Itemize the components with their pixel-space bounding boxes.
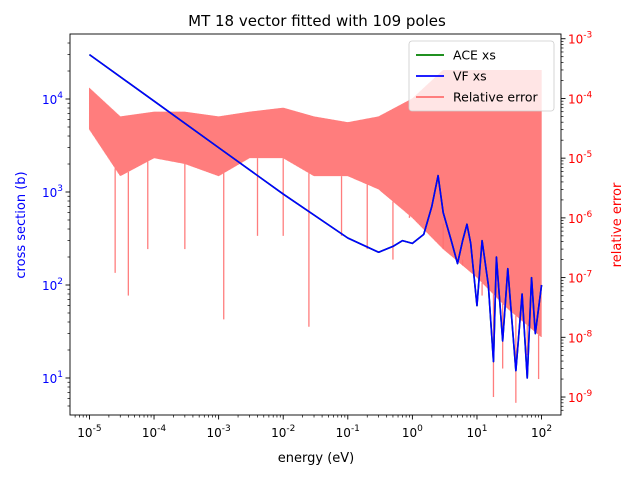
y-tick-label: 102: [42, 277, 63, 293]
y2-tick-label: 10-8: [568, 329, 593, 345]
plot-series-group: [88, 53, 543, 403]
y2-tick-label: 10-5: [568, 150, 592, 166]
x-tick-label: 102: [531, 424, 552, 440]
x-tick-label: 10-5: [77, 424, 101, 440]
legend-box: [408, 40, 555, 112]
x-axis: 10-5 10-4 10-3 10-2 10-1 100 101 102: [74, 415, 552, 440]
y-axis-right: 10-9 10-8 10-7 10-6 10-5 10-4 10-3: [561, 31, 593, 411]
plot-frame: [69, 33, 562, 416]
x-tick-label: 101: [466, 424, 487, 440]
y2-tick-label: 10-3: [568, 31, 592, 47]
x-tick-label: 100: [402, 424, 423, 440]
y-tick-label: 103: [42, 184, 63, 200]
legend-label: Relative error: [453, 90, 539, 105]
y-tick-label: 104: [42, 91, 63, 107]
legend: ACE xs VF xs Relative error: [408, 40, 555, 112]
plot-area: [88, 53, 543, 403]
y2-tick-label: 10-4: [568, 90, 593, 106]
legend-label: VF xs: [453, 69, 487, 84]
y2-tick-label: 10-9: [568, 389, 593, 405]
x-tick-label: 10-2: [271, 424, 295, 440]
y2-tick-label: 10-7: [568, 270, 592, 286]
y2-tick-label: 10-6: [568, 210, 593, 226]
x-tick-label: 10-1: [336, 424, 360, 440]
y-axis-left: 101 102 103 104: [42, 42, 70, 407]
x-tick-label: 10-3: [206, 424, 230, 440]
legend-label: ACE xs: [453, 48, 496, 63]
x-axis-label: energy (eV): [278, 451, 354, 466]
x-tick-label: 10-4: [142, 424, 167, 440]
chart-title: MT 18 vector fitted with 109 poles: [188, 12, 446, 30]
y2-axis-label: relative error: [610, 182, 625, 267]
y-tick-label: 101: [42, 370, 63, 386]
y-axis-label: cross section (b): [14, 171, 29, 278]
